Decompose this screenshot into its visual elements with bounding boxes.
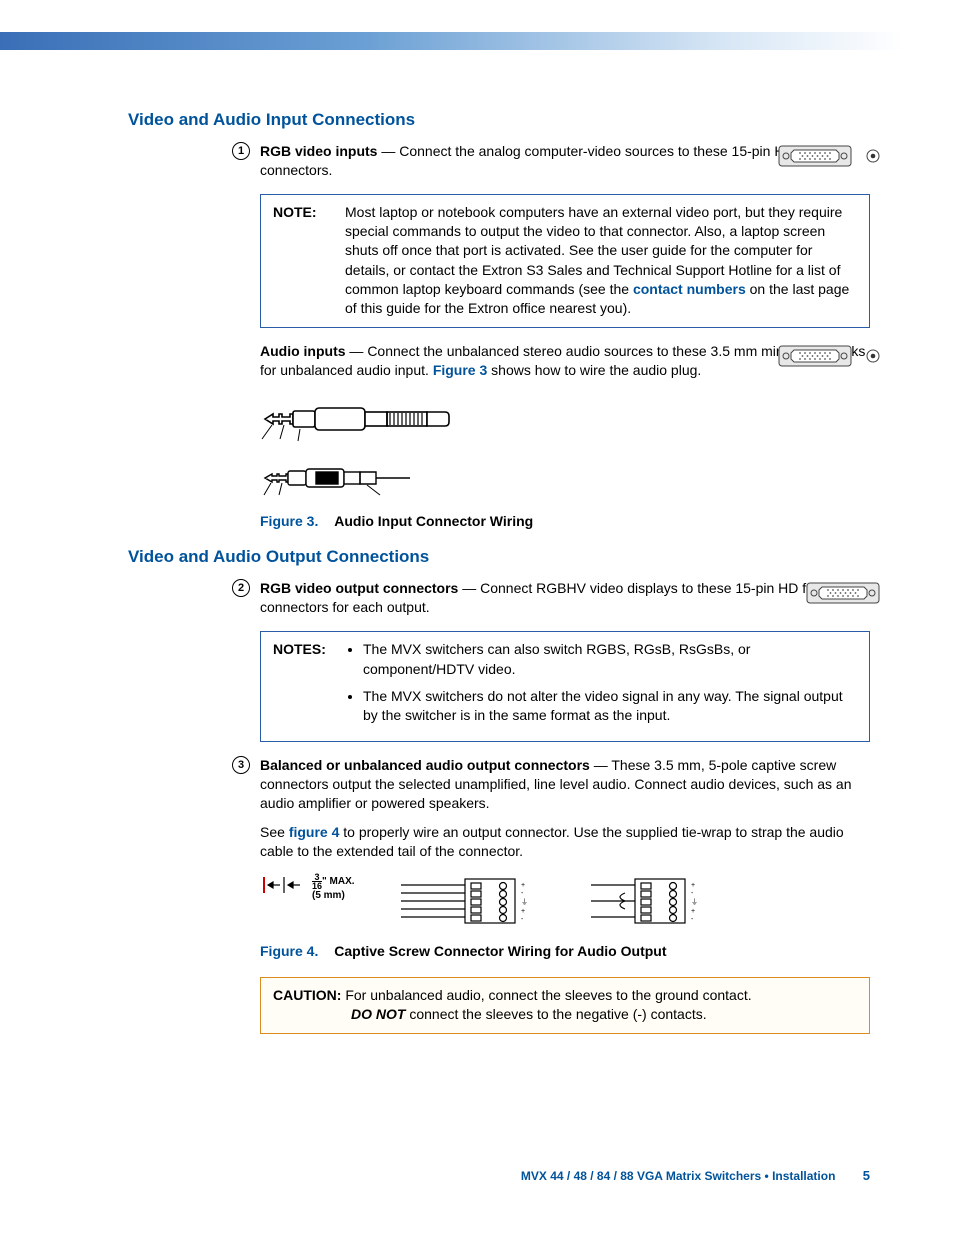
svg-text:-: -: [691, 890, 694, 897]
vga-connector-graphic-3: [806, 577, 880, 609]
audio-plug-small-icon: [260, 457, 450, 499]
figure3-link[interactable]: Figure 3: [433, 362, 487, 378]
notes-mvx-switchers: NOTES: The MVX switchers can also switch…: [260, 631, 870, 742]
svg-text:+: +: [521, 908, 525, 915]
entry-rgb-inputs: 1 RGB video inputs — Connect the analog …: [260, 142, 870, 180]
svg-text:+: +: [521, 882, 525, 889]
callout-2: 2: [232, 579, 250, 597]
footer-title: MVX 44 / 48 / 84 / 88 VGA Matrix Switche…: [521, 1169, 836, 1183]
caution-label: CAUTION:: [273, 987, 341, 1003]
vga-connector-graphic: [778, 140, 880, 172]
note-body: Most laptop or notebook computers have a…: [345, 203, 857, 319]
notes-label: NOTES:: [273, 640, 345, 733]
svg-text:+: +: [691, 882, 695, 889]
svg-text:-: -: [521, 890, 524, 897]
entry-rgb-outputs: 2 RGB video output connectors — Connect …: [260, 579, 870, 617]
dimension-arrows-icon: [260, 873, 306, 903]
svg-text:+: +: [691, 908, 695, 915]
audio-outputs-para: Balanced or unbalanced audio output conn…: [260, 756, 870, 813]
vga-port-icon: [778, 140, 852, 172]
entry-audio-outputs: 3 Balanced or unbalanced audio output co…: [260, 756, 870, 860]
page-content: Video and Audio Input Connections 1 RGB …: [0, 110, 954, 1088]
audio-jack-icon: [866, 349, 880, 363]
figure3-title: Audio Input Connector Wiring: [334, 513, 533, 529]
rgb-inputs-lead: RGB video inputs: [260, 143, 377, 159]
audio-outputs-lead: Balanced or unbalanced audio output conn…: [260, 757, 590, 773]
figure4-diagram: 3 16 " MAX. (5 mm) +-⏚+-: [260, 873, 870, 929]
audio-plug-large-icon: [260, 395, 490, 443]
svg-text:-: -: [521, 916, 524, 923]
note-label: NOTE:: [273, 203, 345, 319]
section-heading-inputs: Video and Audio Input Connections: [128, 110, 870, 130]
figure3-label: Figure 3.: [260, 513, 318, 529]
rgb-outputs-lead: RGB video output connectors: [260, 580, 458, 596]
notes-list: The MVX switchers can also switch RGBS, …: [345, 640, 857, 725]
rgb-outputs-para: RGB video output connectors — Connect RG…: [260, 579, 870, 617]
contact-numbers-link[interactable]: contact numbers: [633, 281, 746, 297]
footer-page-number: 5: [863, 1168, 870, 1183]
callout-3: 3: [232, 756, 250, 774]
caution-unbalanced-audio: CAUTION: For unbalanced audio, connect t…: [260, 977, 870, 1034]
svg-text:⏚: ⏚: [521, 898, 528, 906]
caution-donot: DO NOT: [351, 1006, 405, 1022]
captive-screw-balanced-icon: +-⏚+-: [395, 873, 545, 929]
note-laptop-video: NOTE: Most laptop or notebook computers …: [260, 194, 870, 328]
figure4-label: Figure 4.: [260, 943, 318, 959]
vga-port-icon: [778, 340, 852, 372]
figure4-link[interactable]: figure 4: [289, 824, 340, 840]
callout-1: 1: [232, 142, 250, 160]
section-heading-outputs: Video and Audio Output Connections: [128, 547, 870, 567]
captive-screw-unbalanced-icon: +-⏚+-: [585, 873, 735, 929]
maxspec-label: 3 16 " MAX. (5 mm): [260, 873, 355, 903]
vga-port-icon: [806, 577, 880, 609]
entry-audio-inputs: Audio inputs — Connect the unbalanced st…: [260, 342, 870, 380]
svg-text:-: -: [691, 916, 694, 923]
audio-outputs-para-2: See figure 4 to properly wire an output …: [260, 823, 870, 861]
svg-text:⏚: ⏚: [691, 898, 698, 906]
header-gradient-bar: [0, 32, 904, 50]
audio-inputs-lead: Audio inputs: [260, 343, 346, 359]
vga-connector-graphic-2: [778, 340, 880, 372]
notes-bullet-2: The MVX switchers do not alter the video…: [363, 687, 857, 726]
notes-bullet-1: The MVX switchers can also switch RGBS, …: [363, 640, 857, 679]
figure3-diagram: [260, 395, 870, 499]
figure4-title: Captive Screw Connector Wiring for Audio…: [334, 943, 666, 959]
figure4-caption: Figure 4. Captive Screw Connector Wiring…: [260, 943, 870, 959]
figure3-caption: Figure 3. Audio Input Connector Wiring: [260, 513, 870, 529]
audio-jack-icon: [866, 149, 880, 163]
page-footer: MVX 44 / 48 / 84 / 88 VGA Matrix Switche…: [0, 1088, 954, 1213]
